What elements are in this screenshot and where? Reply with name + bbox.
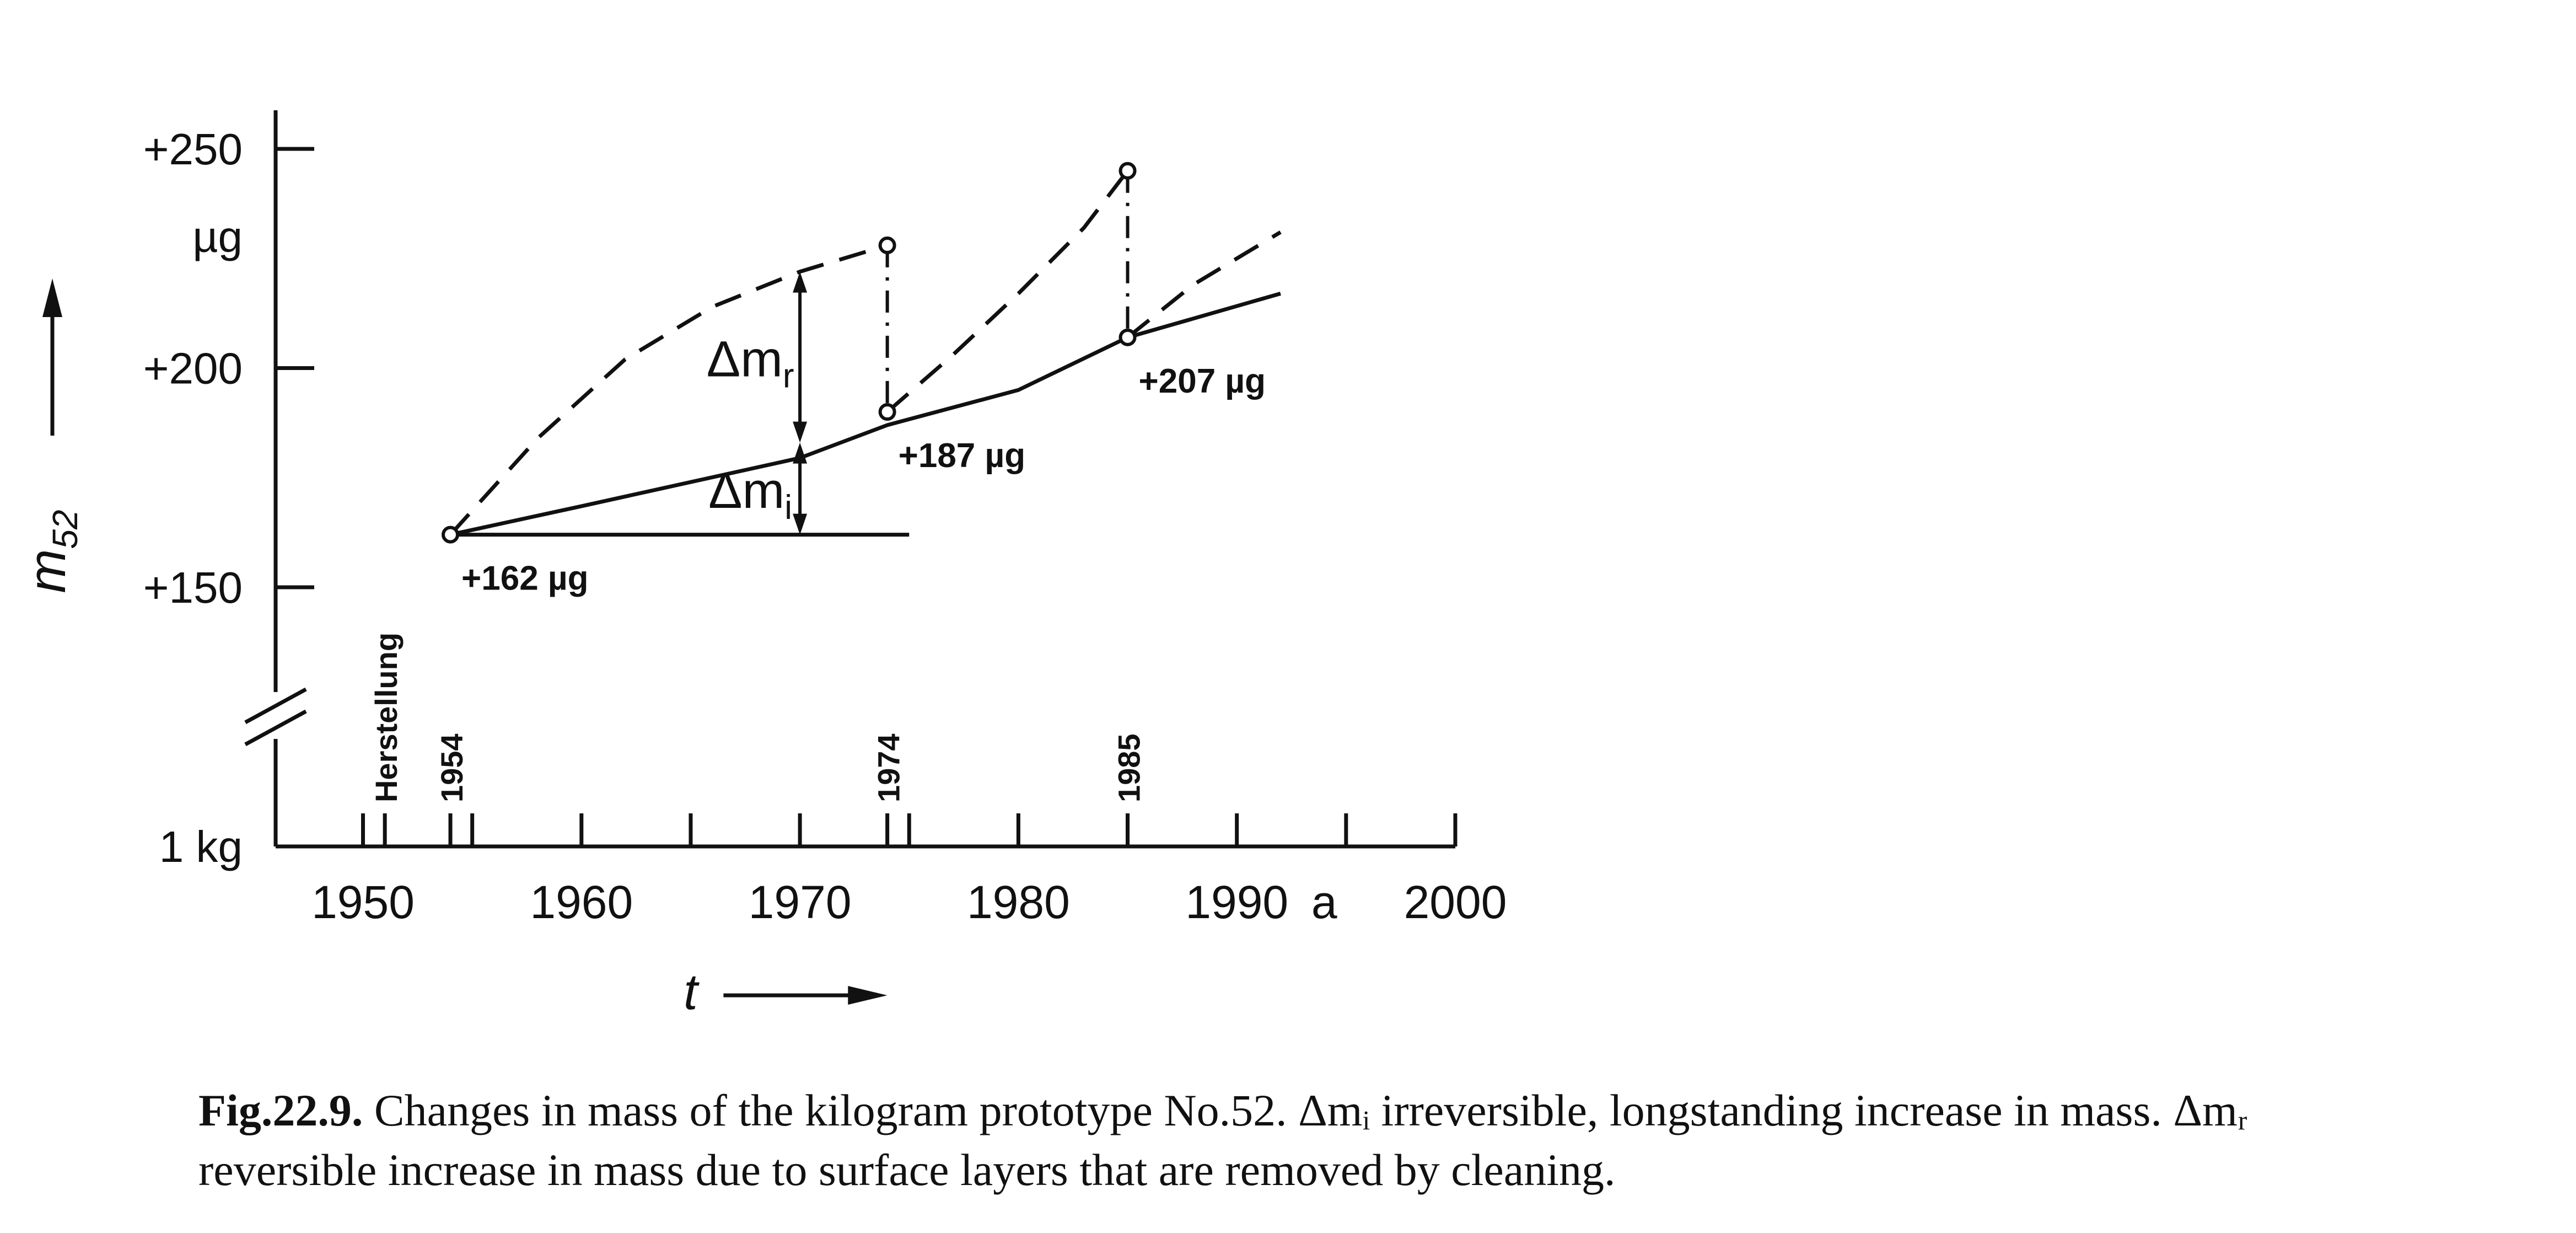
data-point <box>1118 162 1137 180</box>
x-axis-arrowhead <box>848 986 888 1005</box>
y-axis-title-subscript: 52 <box>45 510 85 549</box>
dashed-series-line <box>449 243 888 536</box>
figure-caption: Fig.22.9. Changes in mass of the kilogra… <box>198 1081 2541 1200</box>
x-tick-label: 1960 <box>530 876 633 928</box>
data-point-label: +187 µg <box>899 437 1025 475</box>
marks-layer <box>442 162 1137 544</box>
delta-m-label-main: Δm <box>707 331 783 388</box>
labels-layer: 1950 1960 1970 1980 1990 2000 a +150 +200 +250 µg 1… <box>18 125 1507 1020</box>
x-tick-label: 1950 <box>311 876 415 928</box>
data-point <box>442 526 460 544</box>
mass-change-chart: 1950 1960 1970 1980 1990 2000 a +150 +200 +250 µg 1… <box>18 110 1507 1020</box>
dashed-series-line <box>886 169 1130 414</box>
caption-line-1: Fig.22.9. Changes in mass of the kilogra… <box>198 1081 2541 1140</box>
data-point <box>1118 328 1137 346</box>
x-tick-label: 2000 <box>1404 876 1507 928</box>
x-tick-label: 1980 <box>967 876 1070 928</box>
delta-m-arrowhead <box>793 271 808 293</box>
caption-text-1: Changes in mass of the kilogram prototyp… <box>374 1085 2248 1135</box>
delta-m-label-sub: i <box>784 489 792 527</box>
y-tick-label: +200 <box>143 344 243 393</box>
delta-m-label: Δmi <box>708 463 792 527</box>
data-point <box>878 236 896 254</box>
series-layer <box>449 169 1282 537</box>
delta-m-arrowhead <box>793 442 808 464</box>
vertical-marker-label: 1974 <box>872 733 906 802</box>
caption-line-2: reversible increase in mass due to surfa… <box>198 1145 1616 1195</box>
y-axis-arrowhead <box>42 278 62 317</box>
y-axis-title: m52 <box>18 510 85 593</box>
x-tick-label: 1990 <box>1185 876 1288 928</box>
data-point-label: +207 µg <box>1139 362 1266 400</box>
x-tick-label: 1970 <box>749 876 852 928</box>
axis-break-mark <box>244 687 307 725</box>
delta-m-arrowhead <box>793 421 808 443</box>
data-point <box>878 403 896 421</box>
y-tick-label: +250 <box>143 125 243 174</box>
caption-fig-label: Fig.22.9. <box>198 1085 363 1135</box>
x-unit-label: a <box>1311 876 1337 928</box>
vertical-marker-label: Herstellung <box>369 632 404 802</box>
axes <box>42 110 1458 1005</box>
y-unit-label: µg <box>192 212 243 261</box>
data-point-label: +162 µg <box>461 560 588 598</box>
dashed-series-line <box>1126 230 1282 339</box>
delta-m-label-sub: r <box>783 357 794 395</box>
y-tick-label: +150 <box>143 563 243 612</box>
axis-break-mark <box>244 709 307 747</box>
vertical-marker-label: 1954 <box>434 733 469 802</box>
vertical-marker-label: 1985 <box>1112 733 1147 802</box>
delta-m-label: Δmr <box>707 331 794 395</box>
delta-m-label-main: Δm <box>708 463 784 519</box>
x-axis-title: t <box>684 964 700 1020</box>
y-base-label: 1 kg <box>159 822 243 871</box>
solid-series-line <box>450 291 1281 537</box>
delta-m-arrowhead <box>793 513 808 535</box>
